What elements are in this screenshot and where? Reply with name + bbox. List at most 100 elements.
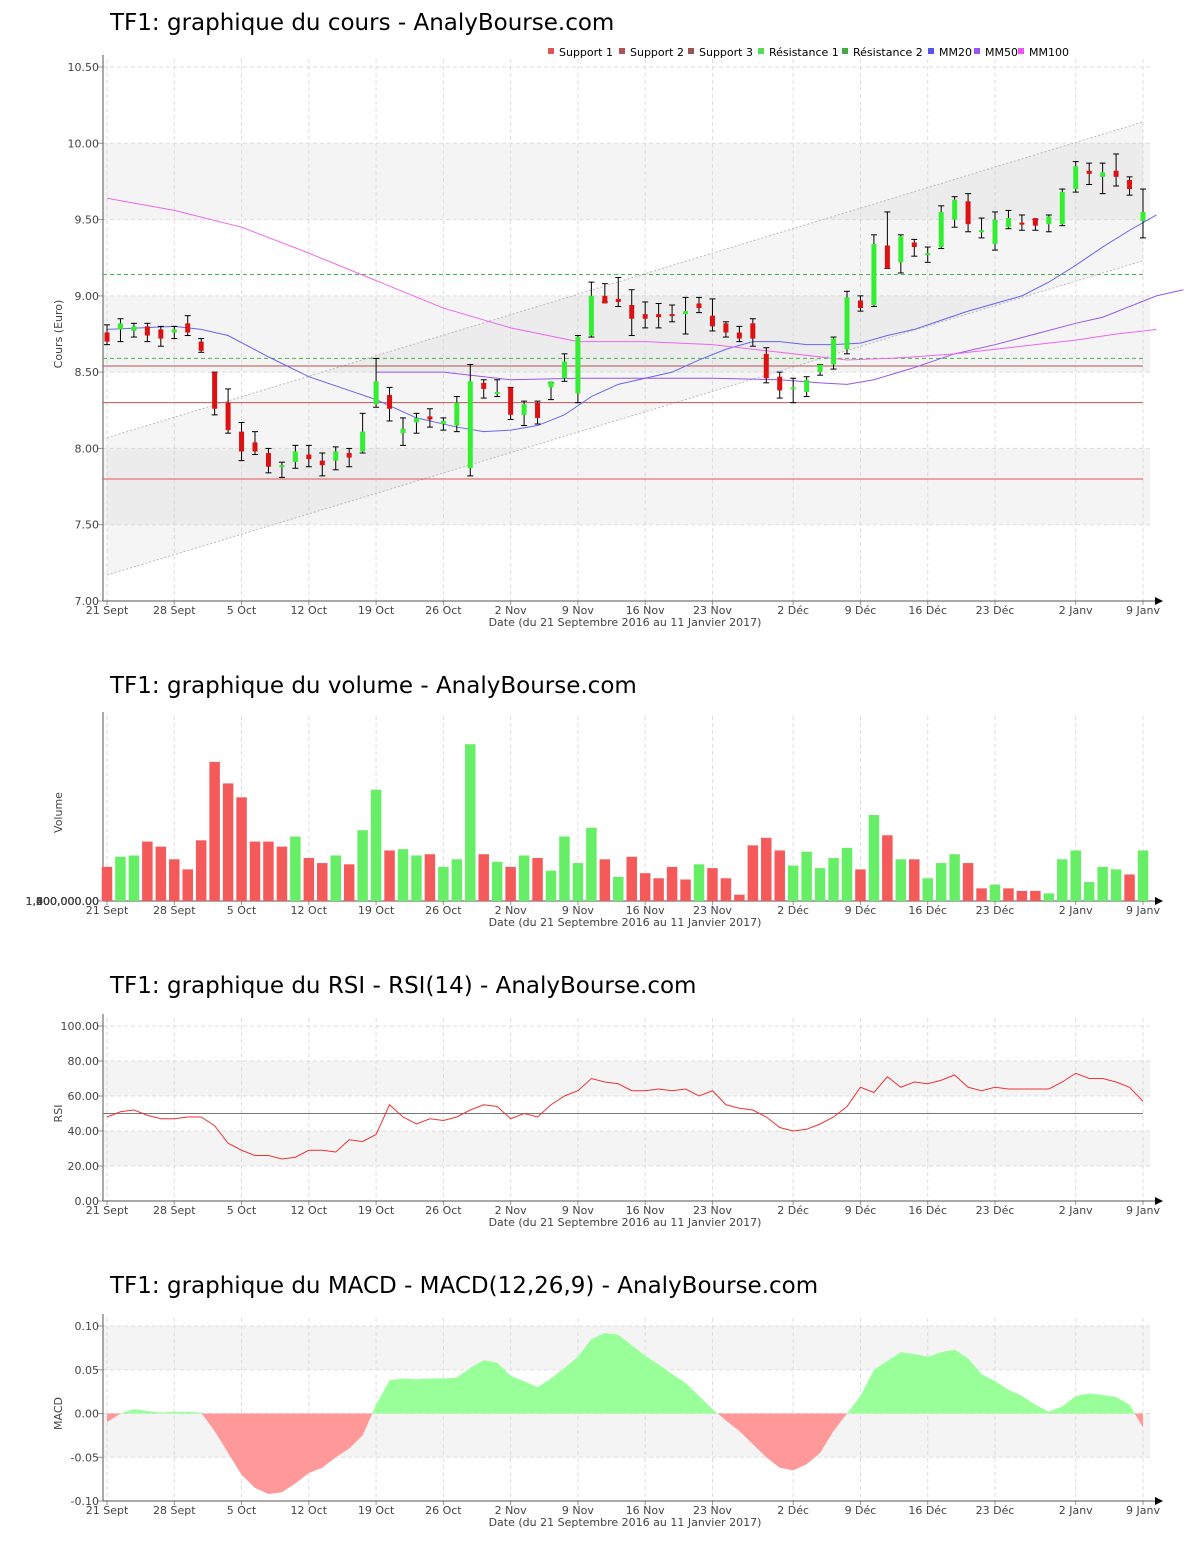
volume-bar-down [639, 873, 651, 901]
y-tick-label: 7.00 [75, 595, 100, 608]
candle-down [481, 382, 487, 389]
candle-up [817, 364, 823, 373]
candle-up [292, 451, 298, 463]
volume-bar-down [707, 868, 718, 901]
candle-down [1127, 179, 1133, 190]
y-tick-label: 0.00 [75, 1408, 100, 1421]
candle-down [750, 323, 756, 339]
x-tick-label: 21 Sept [86, 604, 129, 617]
volume-bar-down [1003, 888, 1014, 901]
candle-down [346, 453, 352, 458]
channel-upper-line [106, 121, 1144, 439]
volume-bar-down [505, 866, 516, 901]
volume-bar-up [545, 870, 557, 901]
legend-swatch [688, 48, 694, 54]
price-chart: 7.00 7.50 8.00 8.50 9.00 9.50 10.00 10.50 21 Sep… [52, 46, 1184, 629]
legend-swatch [928, 48, 934, 54]
x-axis-title: Date (du 21 Septembre 2016 au 11 Janvier… [489, 1516, 762, 1529]
volume-bar-up [586, 827, 597, 901]
volume-bar-down [1124, 874, 1135, 901]
candle-down [629, 305, 635, 319]
candle-down [252, 442, 258, 452]
x-tick-label: 16 Nov [626, 604, 665, 617]
legend-swatch [842, 48, 848, 54]
rsi-chart-panel: TF1: graphique du RSI - RSI(14) - AnalyB… [0, 940, 1200, 1240]
volume-bar-down [599, 859, 611, 901]
x-axis-arrow [1155, 897, 1163, 905]
volume-bar-up [128, 855, 140, 901]
x-tick-label: 19 Oct [358, 1504, 395, 1517]
grid-band [103, 143, 1150, 220]
candle-down [198, 341, 204, 351]
candle-down [602, 295, 608, 304]
x-tick-label: 5 Oct [227, 604, 257, 617]
volume-bar-up [801, 851, 812, 901]
volume-bar-up [1070, 850, 1081, 901]
candle-up [467, 381, 473, 469]
y-tick-label: -0.10 [71, 1495, 99, 1508]
volume-bar-up [290, 836, 301, 901]
y-tick-label: 0.10 [75, 1320, 100, 1333]
candle-down [615, 298, 621, 302]
candle-down [1019, 222, 1025, 225]
macd-chart-title: TF1: graphique du MACD - MACD(12,26,9) -… [110, 1273, 819, 1299]
candle-down [669, 314, 675, 317]
volume-bar-up [613, 876, 624, 901]
candle-up [925, 253, 931, 256]
grid-band [103, 1131, 1150, 1166]
volume-bar-up [370, 789, 382, 901]
y-tick-label: 0.00 [75, 1195, 100, 1208]
y-axis-title: RSI [52, 1105, 65, 1123]
candle-up [171, 329, 177, 333]
legend-label: Résistance 2 [853, 46, 923, 59]
legend-label: Résistance 1 [769, 46, 839, 59]
volume-bar-up [949, 854, 960, 901]
volume-bar-down [882, 835, 893, 901]
x-tick-label: 2 Janv [1059, 1204, 1093, 1217]
x-tick-label: 23 Déc [976, 904, 1015, 917]
x-tick-label: 2 Déc [777, 604, 809, 617]
candle-up [360, 431, 366, 452]
volume-bar-down [101, 866, 113, 901]
candle-up [898, 236, 904, 263]
volume-bar-up [1110, 869, 1122, 901]
volume-bar-up [1043, 893, 1055, 901]
y-tick-label: 200,000.00 [36, 895, 99, 908]
y-tick-label: 8.00 [75, 442, 100, 455]
volume-bar-up [841, 847, 853, 901]
candle-up [561, 361, 567, 379]
x-tick-label: 16 Nov [626, 1204, 665, 1217]
candle-down [763, 353, 769, 379]
candle-up [979, 230, 985, 233]
volume-bar-up [465, 744, 476, 901]
candle-down [1113, 170, 1119, 177]
macd-area-negative [201, 1413, 373, 1494]
x-tick-label: 16 Déc [908, 1204, 947, 1217]
volume-bar-down [532, 858, 543, 901]
y-tick-label: 600,000.00 [36, 895, 99, 908]
volume-bar-down [263, 841, 274, 901]
candle-down [857, 300, 863, 309]
volume-bar-down [720, 878, 732, 901]
y-tick-label: 10.00 [68, 137, 100, 150]
candle-down [709, 315, 715, 327]
candle-up [440, 420, 446, 425]
x-tick-label: 16 Déc [908, 1504, 947, 1517]
volume-bar-down [680, 879, 691, 901]
candle-down [642, 314, 648, 319]
x-tick-label: 9 Nov [562, 1504, 594, 1517]
legend-swatch [758, 48, 764, 54]
volume-bar-up [438, 866, 449, 901]
volume-bar-up [1097, 866, 1108, 901]
candle-down [965, 201, 971, 225]
x-tick-label: 19 Oct [358, 604, 395, 617]
x-tick-label: 21 Sept [86, 1504, 129, 1517]
macd-area-negative [107, 1413, 121, 1423]
candle-down [144, 326, 150, 336]
y-tick-label: 8.50 [75, 366, 100, 379]
y-tick-label: 1,000,000.00 [26, 895, 99, 908]
candle-down [696, 303, 702, 309]
x-tick-label: 28 Sept [153, 1204, 196, 1217]
candle-up [548, 381, 554, 388]
x-tick-label: 16 Déc [908, 904, 947, 917]
